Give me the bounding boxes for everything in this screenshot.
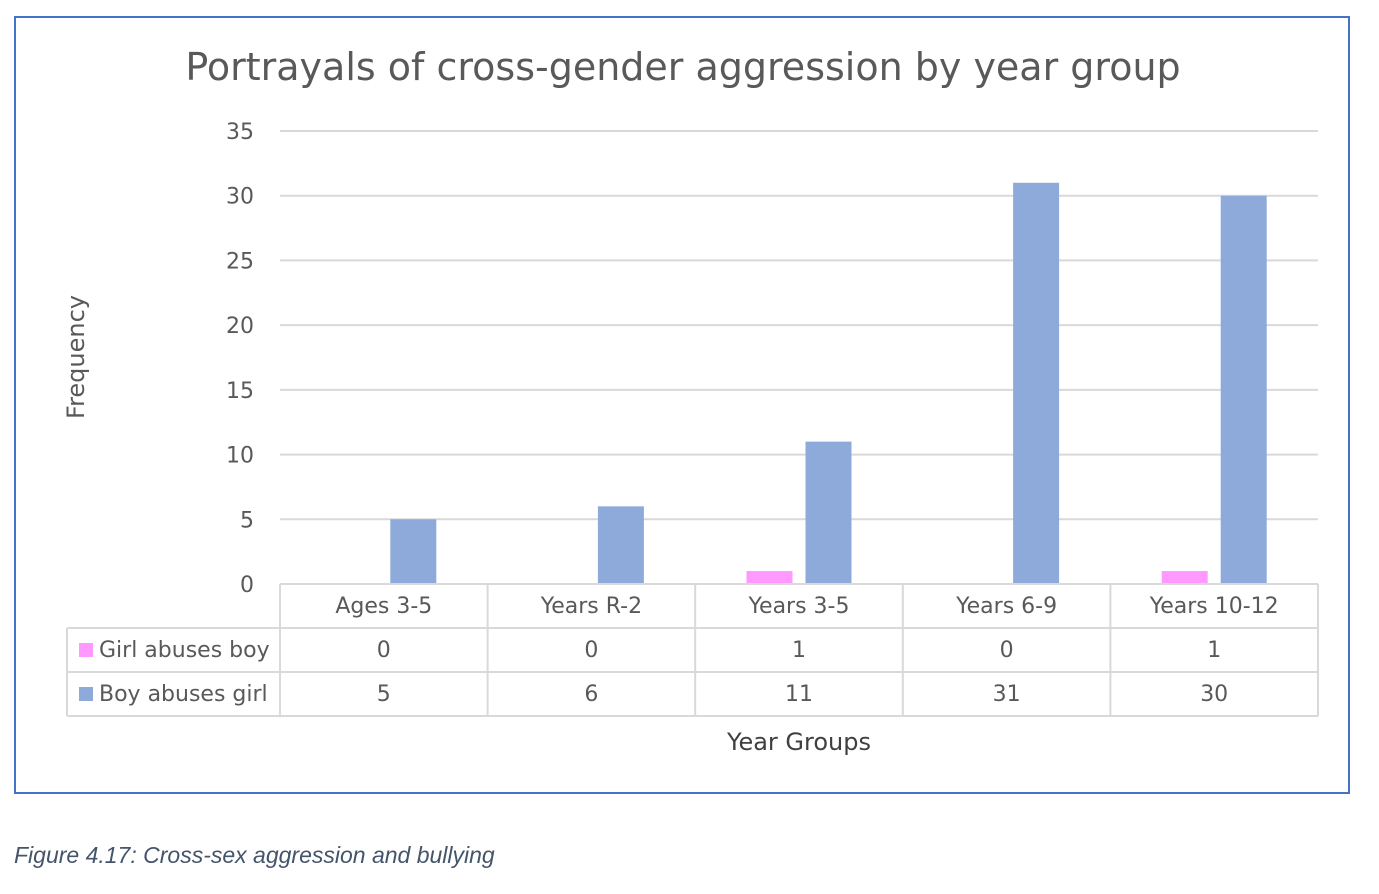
bar: [1161, 571, 1208, 584]
data-label: 0: [377, 638, 391, 663]
x-axis-label: Year Groups: [726, 728, 871, 756]
chart-frame: [14, 16, 1350, 794]
data-label: 0: [1000, 638, 1014, 663]
bar: [1013, 182, 1060, 584]
chart-svg: Portrayals of cross-gender aggression by…: [62, 45, 1319, 756]
bar: [746, 571, 793, 584]
legend-swatch: [79, 643, 93, 657]
x-tick-label: Years R-2: [540, 594, 642, 619]
legend-swatch: [79, 687, 93, 701]
data-label: 6: [584, 682, 598, 707]
legend-label: Girl abuses boy: [99, 638, 270, 663]
y-axis-label: Frequency: [62, 295, 90, 419]
data-label: 1: [792, 638, 806, 663]
data-label: 0: [584, 638, 598, 663]
data-label: 11: [785, 682, 813, 707]
y-tick-label: 35: [226, 120, 254, 145]
legend-label: Boy abuses girl: [99, 682, 268, 707]
data-label: 30: [1200, 682, 1228, 707]
y-tick-label: 25: [226, 249, 254, 274]
data-label: 1: [1207, 638, 1221, 663]
bar: [805, 441, 852, 584]
y-tick-label: 0: [240, 573, 254, 598]
figure-caption: Figure 4.17: Cross-sex aggression and bu…: [14, 842, 495, 868]
data-label: 31: [993, 682, 1021, 707]
bar: [597, 506, 644, 584]
y-tick-label: 5: [240, 508, 254, 533]
x-tick-label: Years 3-5: [748, 594, 850, 619]
y-tick-label: 20: [226, 314, 254, 339]
x-tick-label: Years 6-9: [955, 594, 1057, 619]
chart-title: Portrayals of cross-gender aggression by…: [185, 45, 1180, 89]
y-tick-label: 10: [226, 444, 254, 469]
data-label: 5: [377, 682, 391, 707]
x-tick-label: Years 10-12: [1149, 594, 1279, 619]
bar: [390, 519, 437, 584]
y-tick-label: 30: [226, 185, 254, 210]
bar: [1220, 195, 1267, 584]
x-tick-label: Ages 3-5: [335, 594, 432, 619]
y-tick-label: 15: [226, 379, 254, 404]
